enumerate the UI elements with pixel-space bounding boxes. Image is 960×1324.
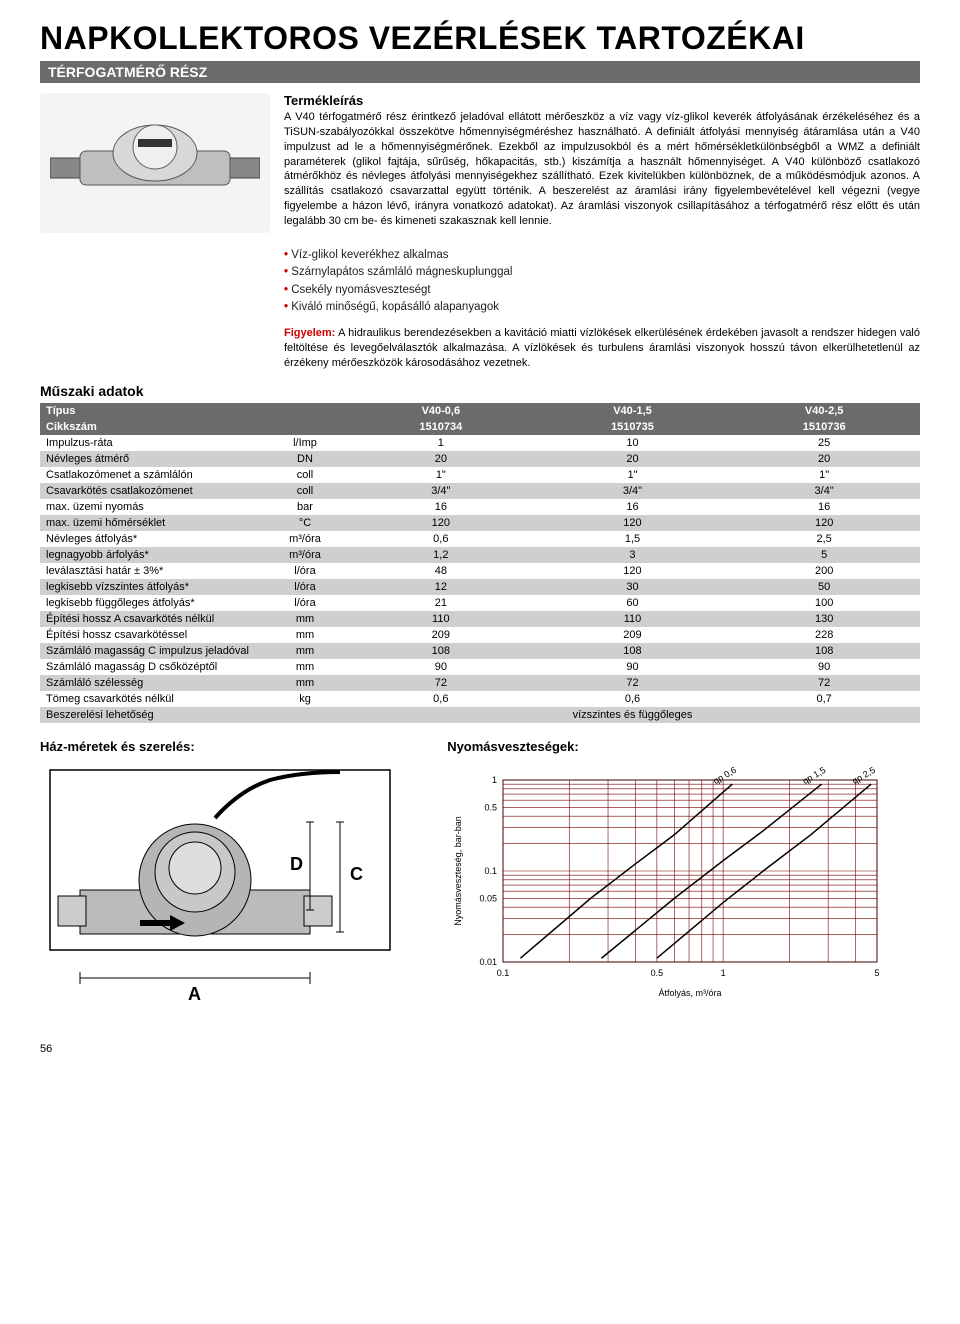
list-item: Szárnylapátos számláló mágneskuplunggal [284, 264, 920, 281]
list-item: Csekély nyomásveszteségt [284, 282, 920, 299]
list-item: Víz-glikol keverékhez alkalmas [284, 247, 920, 264]
attention-body: A hidraulikus berendezésekben a kavitáci… [284, 327, 920, 369]
subtitle-bar: TÉRFOGATMÉRŐ RÉSZ [40, 61, 920, 83]
spec-table: TípusV40-0,6V40-1,5V40-2,5Cikkszám151073… [40, 403, 920, 723]
chart-heading: Nyomásveszteségek: [447, 739, 920, 754]
svg-text:0.1: 0.1 [497, 968, 510, 978]
page-number: 56 [40, 1043, 920, 1055]
dim-label-c: C [350, 864, 363, 884]
description-body: A V40 térfogatmérő rész érintkező jeladó… [284, 110, 920, 229]
svg-text:Nyomásveszteség, bar-ban: Nyomásveszteség, bar-ban [453, 816, 463, 926]
pressure-loss-chart: 0.1 0.5 1 5 0.01 0.05 0.1 0.5 1 Átfolyás, m³/óra N… [447, 760, 907, 1000]
svg-text:0.5: 0.5 [651, 968, 664, 978]
dim-label-a: A [188, 984, 201, 1004]
svg-text:Átfolyás, m³/óra: Átfolyás, m³/óra [659, 988, 722, 998]
product-image [40, 93, 270, 233]
housing-diagram: C D A [40, 760, 400, 1020]
svg-text:5: 5 [875, 968, 880, 978]
svg-text:0.1: 0.1 [485, 866, 498, 876]
svg-text:1: 1 [721, 968, 726, 978]
dim-label-d: D [290, 854, 303, 874]
feature-bullets: Víz-glikol keverékhez alkalmas Szárnylap… [284, 247, 920, 316]
description-title: Termékleírás [284, 93, 920, 108]
svg-text:1: 1 [492, 775, 497, 785]
svg-text:0.5: 0.5 [485, 802, 498, 812]
housing-heading: Ház-méretek és szerelés: [40, 739, 427, 754]
list-item: Kiváló minőségű, kopásálló alapanyagok [284, 299, 920, 316]
attention-label: Figyelem: [284, 327, 335, 339]
svg-text:0.05: 0.05 [480, 893, 498, 903]
page-title: NAPKOLLEKTOROS VEZÉRLÉSEK TARTOZÉKAI [40, 20, 920, 57]
attention-paragraph: Figyelem: A hidraulikus berendezésekben … [284, 326, 920, 371]
tech-data-heading: Műszaki adatok [40, 383, 920, 399]
svg-text:0.01: 0.01 [480, 957, 498, 967]
